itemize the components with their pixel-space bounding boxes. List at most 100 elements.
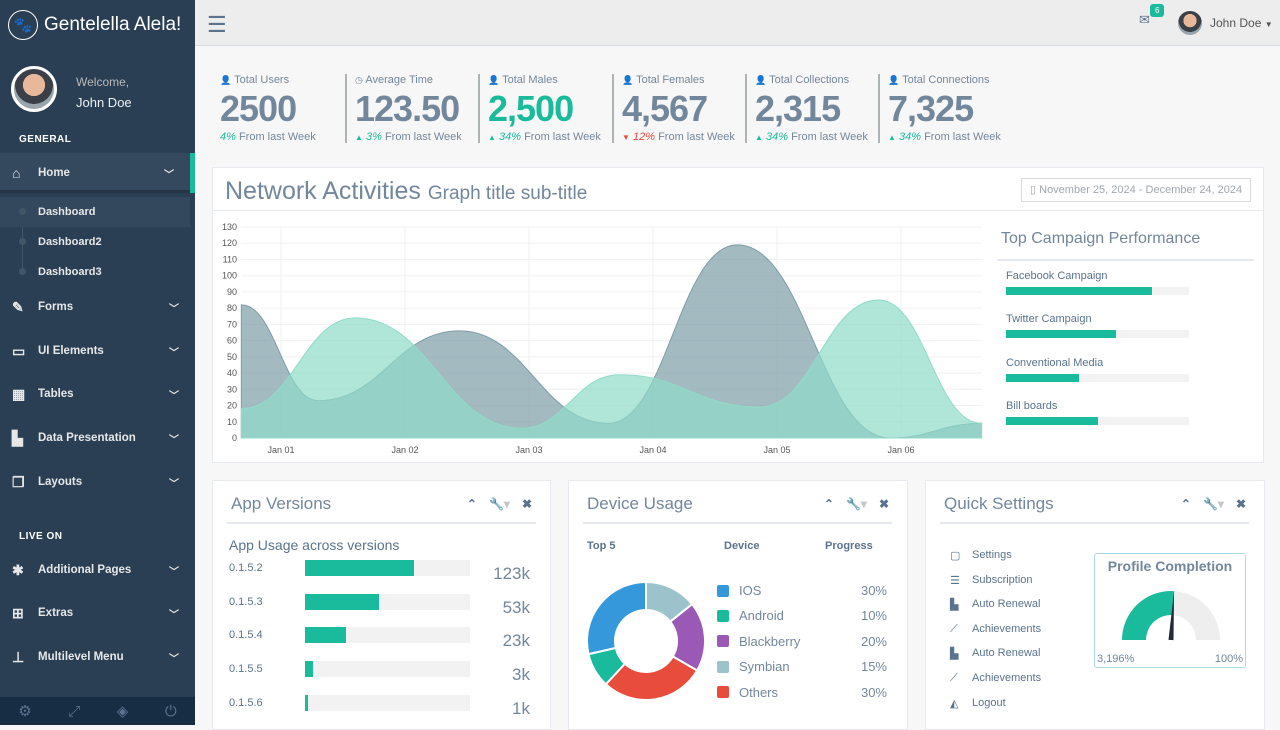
stat-title: 👤 Total Males	[488, 74, 611, 86]
collapse-icon[interactable]: ⌃	[1181, 497, 1191, 511]
quick-setting-link[interactable]: ▙Auto Renewal	[950, 647, 1041, 660]
sitemap-icon: ⊥	[12, 649, 38, 666]
profile-completion-card: Profile Completion 3,196% 100%	[1094, 553, 1246, 668]
clock-icon: ◷	[355, 75, 363, 85]
device-label: Symbian	[739, 659, 790, 674]
gauge-fill	[1122, 591, 1174, 640]
divider	[940, 522, 1249, 524]
progress-fill	[1006, 330, 1116, 338]
stat-value: 2,500	[488, 88, 611, 130]
stat-title-text: Total Connections	[902, 74, 989, 86]
sidebar-item-dashboard[interactable]: Dashboard	[0, 197, 190, 227]
settings-icon[interactable]: ⚙	[18, 702, 31, 720]
sidebar-item-additional-pages[interactable]: ✱Additional Pages﹀	[0, 550, 195, 590]
device-label: Blackberry	[739, 634, 800, 649]
wrench-icon[interactable]: 🔧▾	[1203, 497, 1224, 511]
series-teal-area	[241, 300, 981, 438]
collapse-icon[interactable]: ⌃	[467, 497, 477, 511]
campaign-progress	[1006, 330, 1189, 338]
sidebar-item-dashboard2[interactable]: Dashboard2	[0, 227, 190, 257]
wrench-icon[interactable]: 🔧▾	[489, 497, 510, 511]
stat-change: ▲ 34% From last Week	[488, 131, 613, 143]
campaign-label: Conventional Media	[1006, 357, 1189, 369]
stat-tile: 👤 Total Users 2500 4% From last Week	[212, 74, 345, 143]
version-row: 0.1.5.6 1k	[229, 695, 534, 723]
user-avatar[interactable]	[1178, 11, 1202, 35]
sidebar-item-forms[interactable]: ✎Forms﹀	[0, 287, 195, 327]
wrench-icon[interactable]: 🔧▾	[846, 497, 867, 511]
version-label: 0.1.5.4	[229, 629, 263, 641]
chevron-down-icon: ﹀	[169, 563, 179, 578]
sidebar-item-ui-elements[interactable]: ▭UI Elements﹀	[0, 331, 195, 371]
y-tick-label: 70	[227, 319, 237, 329]
legend-swatch	[717, 661, 729, 673]
quick-setting-link[interactable]: ◭Logout	[950, 697, 1006, 710]
close-icon[interactable]: ✖	[1236, 497, 1246, 511]
stat-change-pct: 4%	[220, 131, 236, 143]
top-nav	[195, 0, 1280, 46]
sidebar-item-data-presentation[interactable]: ▙Data Presentation﹀	[0, 418, 195, 458]
campaign-label: Twitter Campaign	[1006, 313, 1189, 325]
y-tick-label: 90	[227, 287, 237, 297]
stat-change: ▲ 3% From last Week	[355, 131, 480, 143]
title-text: Network Activities	[225, 177, 421, 205]
lock-icon[interactable]: ◈	[117, 702, 129, 720]
nav-label: Home	[38, 167, 70, 179]
sidebar-item-multilevel-menu[interactable]: ⊥Multilevel Menu﹀	[0, 637, 195, 677]
version-row: 0.1.5.4 23k	[229, 627, 534, 655]
power-icon[interactable]: ⏻	[165, 703, 177, 720]
x-tick-label: Jan 06	[887, 445, 914, 455]
envelope-icon[interactable]: ✉	[1139, 12, 1150, 28]
nav-label: Data Presentation	[38, 432, 136, 444]
bar-fill	[305, 661, 313, 677]
y-tick-label: 60	[227, 336, 237, 346]
link-label: Achievements	[972, 672, 1041, 685]
quick-setting-link[interactable]: ☰Subscription	[950, 574, 1033, 587]
quick-setting-link[interactable]: ⟋ Achievements	[950, 672, 1041, 685]
stat-change: ▲ 34% From last Week	[888, 131, 1013, 143]
quick-setting-link[interactable]: ▙Auto Renewal	[950, 598, 1041, 611]
close-icon[interactable]: ✖	[522, 497, 532, 511]
close-icon[interactable]: ✖	[879, 497, 889, 511]
version-count: 123k	[493, 564, 530, 584]
fullscreen-icon[interactable]: ⤢	[68, 703, 80, 720]
section-live-on: LIVE ON	[19, 531, 63, 542]
divider	[997, 259, 1254, 261]
sidebar-item-layouts[interactable]: ❐Layouts﹀	[0, 462, 195, 502]
subtitle-text: Graph title sub-title	[428, 183, 587, 204]
stat-change-text: From last Week	[521, 131, 601, 143]
paw-icon: 🐾	[8, 10, 38, 40]
line-chart-icon: ⟋	[950, 672, 964, 685]
brand-link[interactable]: 🐾Gentelella Alela!	[8, 10, 181, 40]
bar-fill	[305, 594, 379, 610]
version-bar	[305, 594, 470, 610]
calendar-icon: ▯	[1030, 184, 1036, 196]
device-label: Android	[739, 608, 784, 623]
collapse-icon[interactable]: ⌃	[824, 497, 834, 511]
stat-tile: 👤 Total Females 4,567 ▼ 12% From last We…	[612, 74, 745, 143]
mail-count-badge: 6	[1150, 4, 1164, 17]
sidebar-item-dashboard3[interactable]: Dashboard3	[0, 257, 190, 287]
y-tick-label: 0	[232, 433, 237, 443]
nav-label: Dashboard	[38, 206, 95, 218]
version-bar	[305, 695, 470, 711]
menu-toggle-icon[interactable]: ☰	[207, 12, 227, 38]
user-menu[interactable]: John Doe ▼	[1210, 16, 1273, 30]
user-icon: 👤	[755, 75, 766, 85]
y-tick-label: 20	[227, 401, 237, 411]
welcome-text: Welcome,	[76, 75, 129, 89]
user-name: John Doe	[1210, 16, 1261, 30]
chevron-down-icon: ﹀	[169, 344, 179, 359]
link-label: Auto Renewal	[972, 598, 1041, 611]
version-label: 0.1.5.2	[229, 562, 263, 574]
date-range-picker[interactable]: ▯ November 25, 2024 - December 24, 2024	[1021, 178, 1251, 202]
chevron-down-icon: ﹀	[169, 650, 179, 665]
quick-setting-link[interactable]: ⟋Achievements	[950, 623, 1041, 636]
caret-up-icon: ▲	[888, 133, 896, 142]
stat-title-text: Total Females	[636, 74, 704, 86]
sidebar-item-home[interactable]: ⌂Home﹀	[0, 153, 195, 193]
sidebar-item-extras[interactable]: ⊞Extras﹀	[0, 593, 195, 633]
quick-setting-link[interactable]: ▢Settings	[950, 549, 1012, 562]
sidebar-item-tables[interactable]: ▦Tables﹀	[0, 374, 195, 414]
divider	[227, 522, 536, 524]
